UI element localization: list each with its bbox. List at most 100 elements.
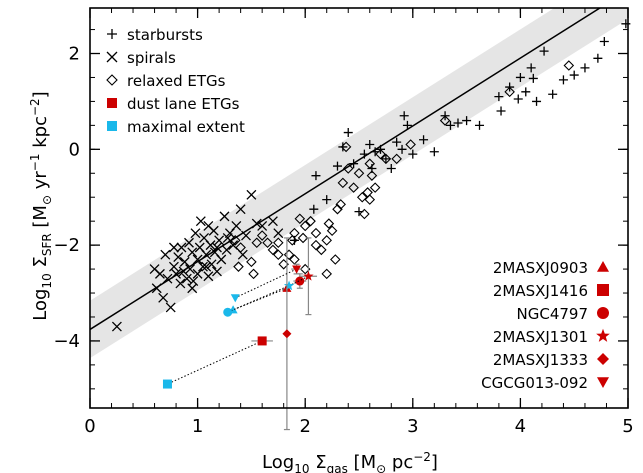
data-point xyxy=(184,237,194,248)
data-point xyxy=(171,268,182,279)
data-point xyxy=(321,235,332,246)
data-point xyxy=(262,237,273,249)
object-2MASXJ1301 xyxy=(283,237,318,316)
x-label-main: Log xyxy=(262,452,294,473)
data-point xyxy=(208,225,219,236)
axis-ticks-layer: 0 1 2 3 4 5 −4 −2 0 2 xyxy=(53,8,634,437)
data-point xyxy=(340,141,352,153)
data-point xyxy=(402,120,412,130)
x-tick-label: 0 xyxy=(84,416,95,437)
data-point xyxy=(305,215,316,227)
object-legend-label: 2MASXJ1416 xyxy=(493,282,588,300)
y-label-main: Log xyxy=(30,289,51,321)
data-point xyxy=(419,135,429,145)
extent-link xyxy=(235,268,297,299)
data-point xyxy=(348,182,359,193)
data-point xyxy=(356,191,368,203)
data-point xyxy=(364,194,376,205)
data-point xyxy=(528,73,538,83)
data-point xyxy=(504,86,515,98)
data-points-layer xyxy=(111,19,631,332)
data-point xyxy=(310,227,322,239)
data-point xyxy=(326,225,338,237)
data-point xyxy=(187,283,198,294)
data-point xyxy=(558,75,568,85)
y-tick-label: −2 xyxy=(53,235,80,256)
data-point xyxy=(241,230,251,241)
data-point xyxy=(332,161,342,171)
data-point xyxy=(364,158,376,169)
y-label-close: ] xyxy=(30,91,51,98)
x-label-odot: ⊙ xyxy=(376,462,386,473)
data-point xyxy=(212,242,222,253)
dust-lane-point xyxy=(282,329,292,339)
y-axis-label: Log10 ΣSFR [M⊙ yr−1 kpc−2] xyxy=(28,91,54,320)
data-point xyxy=(599,37,609,47)
data-point xyxy=(246,256,257,268)
y-label-sup1: −1 xyxy=(28,153,42,171)
data-point xyxy=(165,302,176,313)
x-axis-label: Log10 Σgas [M⊙ pc−2] xyxy=(262,450,438,473)
data-point xyxy=(267,216,278,227)
data-point xyxy=(221,244,232,255)
legend-entry: relaxed ETGs xyxy=(106,72,226,90)
data-point xyxy=(289,227,300,239)
data-point xyxy=(203,271,214,282)
legend-main: starbursts spirals relaxed ETGs dust lane E… xyxy=(106,26,245,136)
data-point xyxy=(392,137,402,147)
plot-frame xyxy=(89,7,629,409)
data-point xyxy=(178,266,189,277)
legend-label: relaxed ETGs xyxy=(127,72,226,90)
x-tick-label: 1 xyxy=(192,416,203,437)
data-point xyxy=(316,244,327,256)
data-point xyxy=(173,252,184,263)
data-point xyxy=(201,249,212,260)
data-point xyxy=(219,211,230,222)
data-point xyxy=(181,273,192,284)
data-point xyxy=(214,235,225,246)
maximal-extent-point xyxy=(283,280,295,291)
object-2MASXJ1416 xyxy=(162,336,273,389)
legend-label: maximal extent xyxy=(127,118,245,136)
series-relaxed-ETGs xyxy=(229,60,575,280)
fit-line xyxy=(90,8,602,331)
data-point xyxy=(429,147,439,157)
data-point xyxy=(294,213,306,225)
object-legend-marker xyxy=(597,307,609,319)
x-tick-label: 3 xyxy=(407,416,418,437)
data-point xyxy=(526,63,536,73)
y-label-odot: ⊙ xyxy=(40,195,54,205)
data-point xyxy=(257,221,268,231)
data-point xyxy=(408,149,418,159)
object-legend-marker xyxy=(596,328,610,342)
maximal-extent-point xyxy=(223,307,233,317)
maximal-extent-point xyxy=(162,379,172,389)
data-point xyxy=(338,142,348,152)
legend-marker xyxy=(107,29,117,39)
series-starbursts xyxy=(289,19,631,245)
data-point xyxy=(381,154,391,164)
data-point xyxy=(569,70,579,80)
y-label-sub: 10 xyxy=(40,273,54,288)
maximal-extent-point xyxy=(230,294,240,303)
data-point xyxy=(246,189,257,200)
object-legend-label: 2MASXJ1333 xyxy=(493,351,588,369)
x-label-sym: Σ xyxy=(309,452,326,473)
x-label-symsub: gas xyxy=(327,462,348,473)
y-tick-label: 0 xyxy=(69,139,80,160)
data-point xyxy=(380,153,392,165)
data-point xyxy=(462,116,472,126)
object-legend-marker xyxy=(597,377,609,388)
data-point xyxy=(515,72,525,82)
data-point xyxy=(185,264,196,275)
data-point xyxy=(335,199,346,210)
legend-entry: dust lane ETGs xyxy=(107,95,240,113)
data-point xyxy=(205,240,216,251)
data-point xyxy=(475,120,485,130)
legend-entry: spirals xyxy=(106,49,176,67)
data-point xyxy=(206,259,217,270)
object-CGCG013-092 xyxy=(230,263,302,303)
data-point xyxy=(353,167,365,179)
data-point xyxy=(521,87,531,97)
dust-lane-point xyxy=(303,270,314,281)
